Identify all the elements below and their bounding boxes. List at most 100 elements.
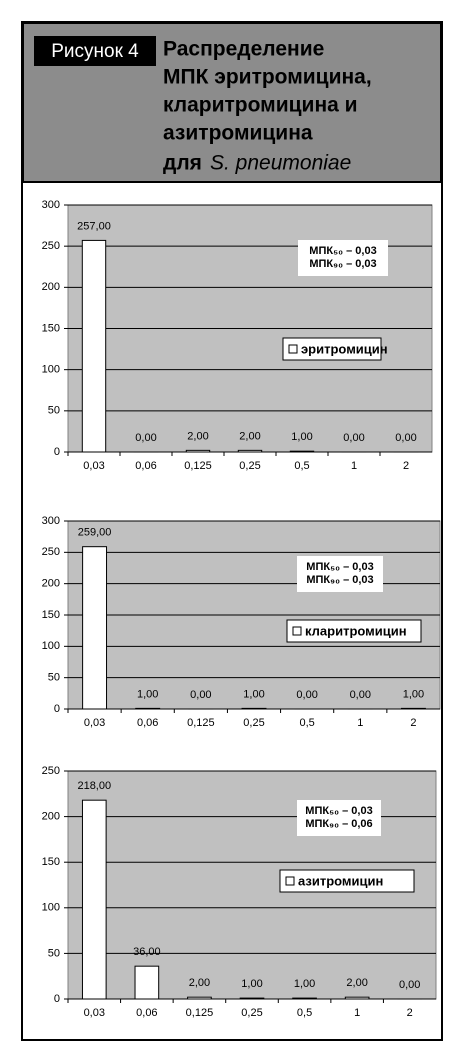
title-line: Распределение bbox=[163, 38, 324, 61]
bar bbox=[237, 449, 263, 453]
y-tick-label: 250 bbox=[42, 765, 60, 777]
bar bbox=[135, 707, 161, 710]
value-label: 1,00 bbox=[291, 431, 312, 443]
value-label: 0,00 bbox=[296, 689, 317, 701]
annotation: МПК₅₀ – 0,03 bbox=[306, 561, 373, 573]
y-tick-label: 100 bbox=[42, 364, 60, 376]
annotation: МПК₉₀ – 0,06 bbox=[305, 818, 372, 830]
bar bbox=[185, 449, 211, 453]
title-italic: S. pneumoniae bbox=[210, 152, 351, 175]
annotation-box bbox=[297, 556, 383, 592]
value-label: 2,00 bbox=[189, 977, 210, 989]
value-label: 0,00 bbox=[135, 432, 156, 444]
bar bbox=[289, 450, 315, 453]
x-tick-label: 0,5 bbox=[294, 460, 309, 472]
y-tick-label: 0 bbox=[54, 446, 60, 458]
bar bbox=[292, 997, 317, 1000]
bar bbox=[187, 996, 212, 1000]
x-tick-label: 0,03 bbox=[84, 1007, 105, 1019]
y-tick-label: 300 bbox=[42, 515, 60, 527]
y-tick-label: 300 bbox=[42, 199, 60, 211]
x-tick-label: 0,06 bbox=[136, 1007, 157, 1019]
y-tick-label: 150 bbox=[42, 609, 60, 621]
y-tick-label: 150 bbox=[42, 856, 60, 868]
annotation: МПК₅₀ – 0,03 bbox=[309, 245, 376, 257]
y-tick-label: 0 bbox=[54, 703, 60, 715]
x-tick-label: 1 bbox=[354, 1007, 360, 1019]
x-tick-label: 0,125 bbox=[187, 717, 215, 729]
bar bbox=[81, 239, 107, 453]
x-tick-label: 0,25 bbox=[241, 1007, 262, 1019]
annotation: МПК₅₀ – 0,03 bbox=[305, 805, 372, 817]
value-label: 36,00 bbox=[133, 946, 161, 958]
annotation: МПК₉₀ – 0,03 bbox=[306, 574, 373, 586]
legend-label: эритромицин bbox=[301, 341, 388, 356]
y-tick-label: 100 bbox=[42, 640, 60, 652]
value-label: 1,00 bbox=[403, 688, 424, 700]
title-line: азитромицина bbox=[163, 122, 313, 145]
annotation-box bbox=[298, 240, 388, 276]
y-tick-label: 0 bbox=[54, 993, 60, 1005]
bar bbox=[81, 799, 107, 1000]
x-tick-label: 0,5 bbox=[299, 717, 314, 729]
y-tick-label: 200 bbox=[42, 578, 60, 590]
x-tick-label: 1 bbox=[351, 460, 357, 472]
bar bbox=[239, 997, 265, 1000]
legend-label: азитромицин bbox=[298, 873, 383, 888]
x-tick-label: 0,25 bbox=[239, 460, 260, 472]
legend-box bbox=[282, 337, 382, 361]
value-label: 2,00 bbox=[239, 430, 260, 442]
x-tick-label: 0,25 bbox=[243, 717, 264, 729]
y-tick-label: 150 bbox=[42, 322, 60, 334]
annotation-box bbox=[297, 800, 381, 836]
title-line: МПК эритромицина, bbox=[163, 66, 372, 89]
y-tick-label: 200 bbox=[42, 811, 60, 823]
value-label: 259,00 bbox=[78, 527, 112, 539]
value-label: 1,00 bbox=[243, 688, 264, 700]
legend-label: кларитромицин bbox=[305, 623, 407, 638]
y-tick-label: 200 bbox=[42, 281, 60, 293]
bar bbox=[241, 707, 267, 710]
x-tick-label: 0,125 bbox=[184, 460, 212, 472]
x-tick-label: 0,06 bbox=[135, 460, 156, 472]
x-tick-label: 2 bbox=[407, 1007, 413, 1019]
legend-box bbox=[286, 619, 422, 643]
legend-box bbox=[279, 869, 415, 893]
x-tick-label: 0,5 bbox=[297, 1007, 312, 1019]
figure-label: Рисунок 4 bbox=[51, 41, 139, 62]
y-tick-label: 100 bbox=[42, 902, 60, 914]
y-tick-label: 50 bbox=[48, 672, 60, 684]
legend-swatch bbox=[288, 344, 298, 354]
legend-swatch bbox=[292, 626, 302, 636]
y-tick-label: 250 bbox=[42, 240, 60, 252]
value-label: 0,00 bbox=[399, 979, 420, 991]
value-label: 0,00 bbox=[350, 689, 371, 701]
x-tick-label: 0,125 bbox=[186, 1007, 214, 1019]
value-label: 2,00 bbox=[187, 430, 208, 442]
label-box bbox=[34, 36, 156, 66]
bar bbox=[134, 965, 160, 1000]
value-label: 2,00 bbox=[346, 977, 367, 989]
y-tick-label: 50 bbox=[48, 405, 60, 417]
value-label: 0,00 bbox=[395, 432, 416, 444]
value-label: 1,00 bbox=[137, 688, 158, 700]
bar bbox=[344, 996, 370, 1000]
x-tick-label: 1 bbox=[357, 717, 363, 729]
x-tick-label: 0,03 bbox=[84, 717, 105, 729]
annotation: МПК₉₀ – 0,03 bbox=[309, 258, 376, 270]
bar bbox=[82, 546, 108, 710]
value-label: 257,00 bbox=[77, 220, 111, 232]
value-label: 1,00 bbox=[241, 978, 262, 990]
x-tick-label: 0,06 bbox=[137, 717, 158, 729]
x-tick-label: 0,03 bbox=[83, 460, 104, 472]
title-line: для bbox=[163, 152, 202, 175]
x-tick-label: 2 bbox=[403, 460, 409, 472]
legend-swatch bbox=[285, 876, 295, 886]
title-line: кларитромицина и bbox=[163, 94, 358, 117]
value-label: 0,00 bbox=[190, 689, 211, 701]
y-tick-label: 250 bbox=[42, 546, 60, 558]
value-label: 1,00 bbox=[294, 978, 315, 990]
value-label: 0,00 bbox=[343, 432, 364, 444]
